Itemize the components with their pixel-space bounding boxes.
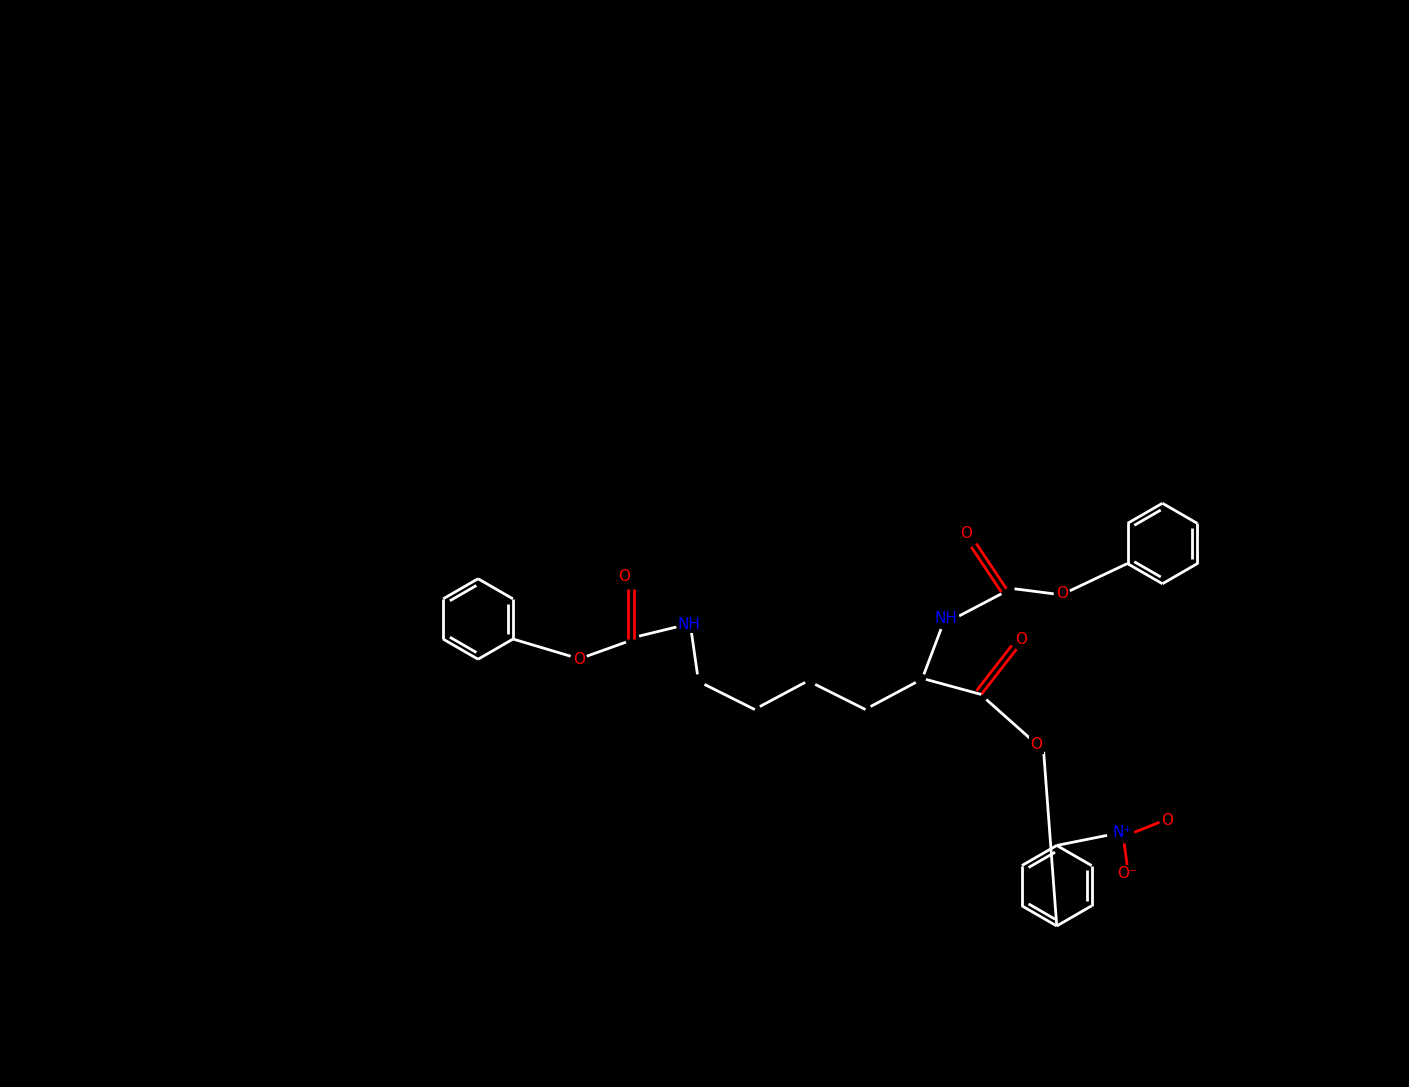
Text: O: O [1030, 737, 1043, 752]
Text: O⁻: O⁻ [1117, 866, 1137, 882]
Text: O: O [960, 526, 972, 541]
Text: O: O [1016, 632, 1027, 647]
Text: O: O [619, 570, 630, 584]
Text: O: O [1055, 586, 1068, 601]
Text: O: O [1161, 813, 1174, 828]
Text: NH: NH [934, 612, 958, 626]
Text: O: O [572, 652, 585, 666]
Text: N⁺: N⁺ [1113, 825, 1131, 840]
Text: NH: NH [678, 616, 700, 632]
